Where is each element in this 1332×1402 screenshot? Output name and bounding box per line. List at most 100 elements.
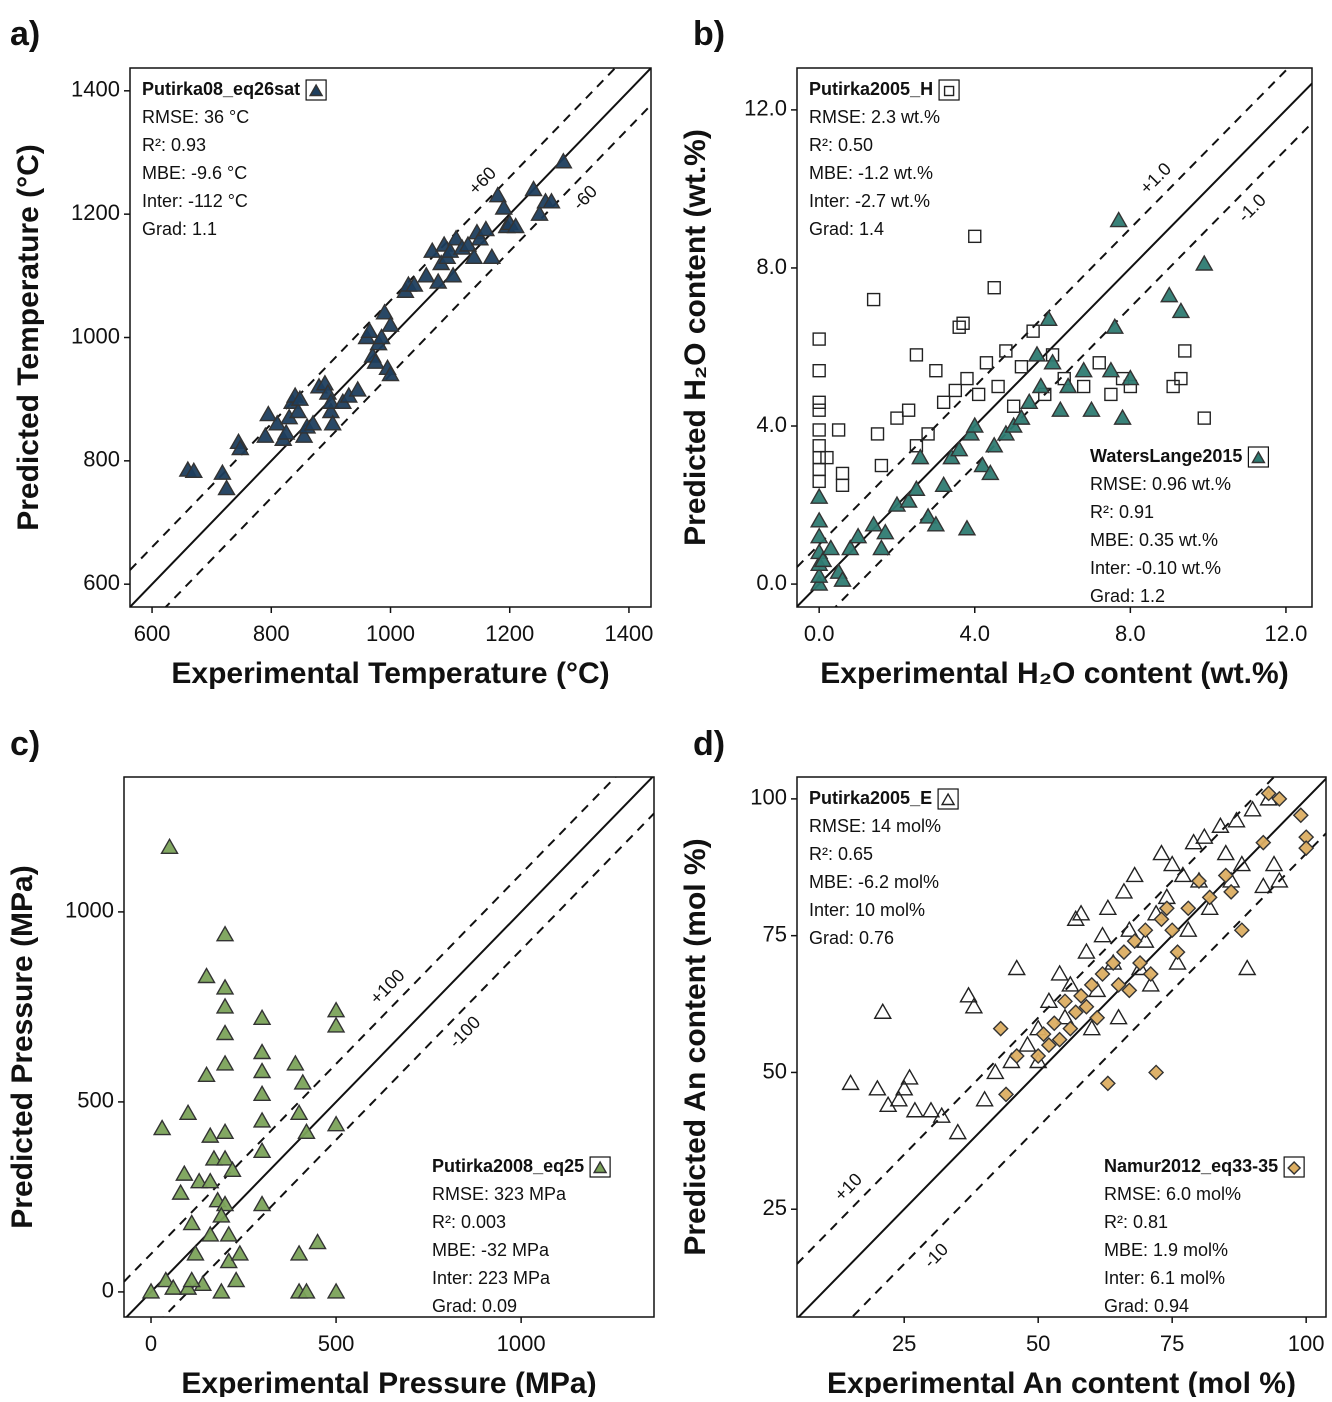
legend-stat: MBE: -9.6 °C: [142, 163, 247, 183]
x-tick-label: 1400: [604, 621, 653, 646]
point: [530, 204, 549, 221]
point: [960, 371, 974, 386]
point: [812, 439, 826, 453]
x-tick-label: 1000: [497, 1331, 546, 1356]
point: [197, 967, 216, 984]
point: [1028, 1052, 1048, 1069]
point: [252, 1008, 272, 1026]
point: [226, 1271, 246, 1288]
point: [956, 316, 970, 330]
point: [201, 1225, 220, 1242]
point: [964, 997, 984, 1014]
point: [1083, 976, 1100, 993]
point: [1243, 800, 1262, 817]
point: [1160, 286, 1179, 303]
point: [289, 1103, 309, 1121]
point: [1039, 991, 1059, 1009]
point: [215, 1024, 235, 1041]
point: [1082, 1019, 1101, 1036]
point: [1062, 1020, 1079, 1037]
point: [215, 1122, 235, 1140]
point: [1030, 1048, 1047, 1065]
legend-bracket: [937, 788, 959, 810]
legend-stat: Grad: 0.94: [1104, 1296, 1189, 1316]
y-tick-label: 1000: [65, 898, 114, 923]
point: [1105, 317, 1124, 334]
point: [189, 1172, 209, 1189]
point: [959, 986, 978, 1003]
point: [1026, 324, 1040, 338]
point: [821, 539, 841, 556]
point: [1004, 416, 1023, 433]
y-tick-label: 600: [83, 570, 120, 595]
legend-marker: [943, 85, 955, 97]
x-tick-label: 600: [134, 621, 171, 646]
point: [212, 1282, 231, 1299]
point: [905, 1101, 925, 1118]
point: [1110, 976, 1127, 993]
point: [948, 383, 963, 398]
y-tick-label: 1400: [71, 77, 120, 102]
y-tick-label: 100: [750, 785, 787, 810]
one-to-one-line: [125, 777, 654, 1317]
point: [256, 426, 275, 443]
point: [1073, 987, 1090, 1004]
legend-name: Putirka08_eq26sat: [142, 79, 300, 99]
guide-label: -60: [569, 181, 601, 214]
point: [911, 448, 930, 465]
point: [1020, 392, 1039, 410]
point: [929, 363, 943, 378]
point: [446, 229, 466, 246]
point: [1169, 944, 1186, 961]
legend-stat: R²: 0.50: [809, 135, 873, 155]
point: [1058, 377, 1078, 394]
y-axis-title: Predicted H₂O content (wt.%): [679, 129, 712, 546]
point: [464, 247, 484, 265]
point: [1164, 922, 1181, 939]
point: [1174, 371, 1188, 386]
point: [809, 574, 829, 591]
y-tick-label: 50: [763, 1058, 787, 1083]
point: [293, 1073, 312, 1090]
y-tick-label: 4.0: [756, 412, 787, 437]
legend-marker: [592, 1160, 608, 1174]
legend-stat: R²: 0.65: [809, 844, 873, 864]
point: [1094, 965, 1111, 982]
point: [1227, 811, 1246, 828]
point: [1076, 379, 1091, 394]
point: [1051, 400, 1070, 417]
legend-stat: MBE: 1.9 mol%: [1104, 1240, 1228, 1260]
point: [812, 450, 826, 465]
point: [554, 152, 573, 169]
point: [812, 474, 826, 489]
point: [812, 403, 826, 417]
point: [201, 1172, 220, 1189]
legend-stat: R²: 0.003: [432, 1212, 506, 1232]
point: [921, 427, 935, 441]
point: [1130, 959, 1150, 976]
guide-line: [850, 832, 1326, 1317]
x-tick-label: 500: [318, 1331, 355, 1356]
point: [991, 379, 1005, 394]
legend-name: Putirka2008_eq25: [432, 1156, 584, 1176]
legend-name: Putirka2005_E: [809, 788, 932, 808]
point: [321, 392, 341, 409]
point: [290, 389, 310, 406]
point: [175, 1164, 194, 1181]
point: [252, 1084, 272, 1102]
guide-line: [834, 122, 1312, 607]
point: [1158, 900, 1175, 917]
point: [1166, 379, 1180, 394]
point: [841, 539, 860, 556]
point: [1211, 816, 1230, 833]
x-tick-label: 25: [892, 1331, 916, 1356]
point: [1039, 309, 1058, 327]
point: [894, 1079, 914, 1096]
guide-line: [130, 68, 617, 571]
x-tick-label: 1200: [485, 621, 534, 646]
point: [1046, 1015, 1063, 1032]
point: [252, 1195, 272, 1212]
guide-line: [797, 68, 1290, 568]
point: [809, 566, 829, 583]
point: [841, 1073, 860, 1091]
